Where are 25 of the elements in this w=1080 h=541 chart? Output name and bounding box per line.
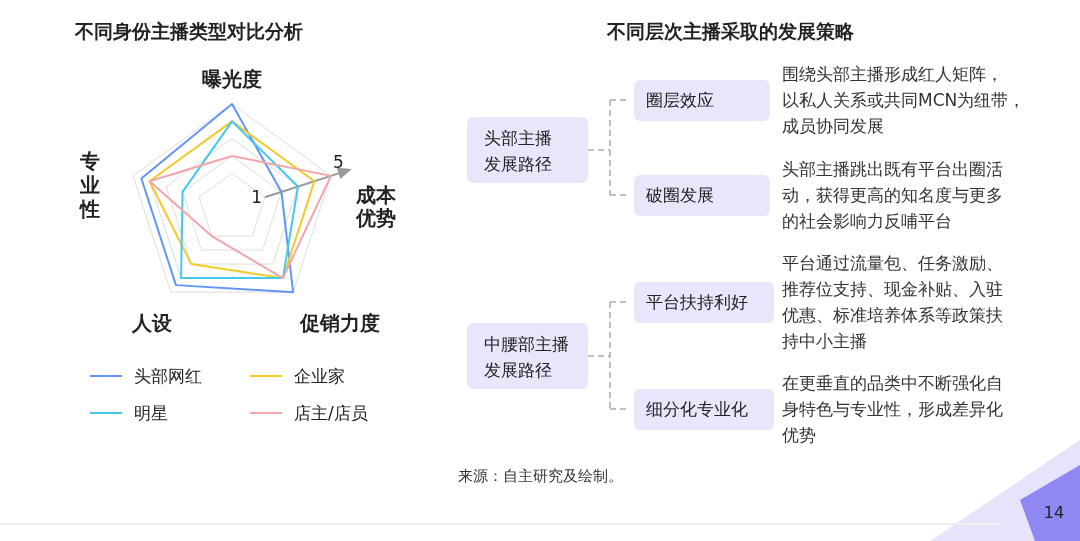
text: 平台扶持利好 bbox=[646, 292, 748, 312]
legend-label: 明星 bbox=[134, 403, 168, 423]
text: 围绕头部主播形成红人矩阵，以私人关系或共同MCN为纽带，成员协同发展 bbox=[782, 64, 1026, 136]
spoke-label: 促销力度 bbox=[299, 311, 380, 335]
spoke-label: 成本优势 bbox=[355, 183, 397, 230]
spoke-label: 曝光度 bbox=[202, 67, 262, 91]
text: 圈层效应 bbox=[646, 90, 714, 110]
text: 头部主播跳出既有平台出圈活动，获得更高的知名度与更多的社会影响力反哺平台 bbox=[782, 159, 1003, 231]
legend-label: 头部网红 bbox=[134, 366, 202, 386]
text: 14 bbox=[1043, 503, 1065, 522]
y-tick-label: 1 bbox=[251, 187, 262, 208]
source-note: 来源：自主研究及绘制。 bbox=[457, 467, 623, 485]
text: 平台通过流量包、任务激励、推荐位支持、现金补贴、入驻优惠、标准培养体系等政策扶持中小主播 bbox=[782, 253, 1003, 351]
text: 中腰部主播发展路径 bbox=[484, 334, 569, 380]
text: 细分化专业化 bbox=[646, 399, 748, 419]
text: 不同层次主播采取的发展策略 bbox=[606, 20, 855, 42]
legend-label: 企业家 bbox=[294, 366, 345, 386]
text: 头部主播发展路径 bbox=[484, 128, 552, 174]
chart-title: 不同身份主播类型对比分析 bbox=[74, 20, 303, 42]
spoke-label: 人设 bbox=[131, 311, 173, 335]
y-tick-label: 5 bbox=[332, 151, 344, 172]
text: 在更垂直的品类中不断强化自身特色与专业性，形成差异化优势 bbox=[782, 373, 1003, 445]
legend-label: 店主/店员 bbox=[294, 403, 368, 423]
spoke-label: 专业性 bbox=[78, 149, 100, 221]
text: 破圈发展 bbox=[645, 185, 714, 205]
